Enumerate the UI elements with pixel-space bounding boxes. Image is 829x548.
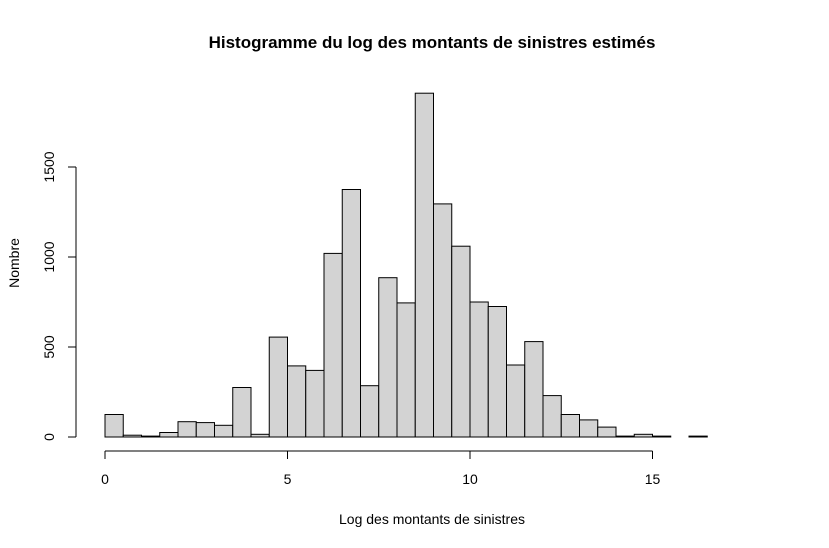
histogram-bar	[104, 414, 124, 438]
x-axis: 0 5 10 15	[101, 450, 661, 487]
y-axis-label: Nombre	[6, 238, 22, 288]
histogram-bar	[469, 301, 489, 438]
histogram-bar	[195, 422, 215, 438]
histogram-bar	[451, 245, 471, 438]
x-axis-label: Log des montants de sinistres	[339, 511, 525, 527]
histogram-bar	[378, 277, 398, 438]
histogram-bar	[214, 424, 234, 438]
histogram-bar	[360, 385, 380, 438]
histogram-bar	[688, 435, 708, 438]
histogram-bar	[414, 92, 434, 438]
histogram-bar	[250, 433, 270, 438]
histogram-bar	[506, 364, 526, 438]
histogram-bar	[615, 435, 635, 438]
histogram-bar	[341, 189, 361, 438]
histogram-bars	[104, 92, 708, 438]
histogram-bar	[323, 252, 343, 438]
histogram-bar	[524, 341, 544, 438]
histogram-bar	[652, 435, 672, 438]
histogram-bar	[305, 369, 325, 438]
histogram-bar	[487, 306, 507, 438]
x-tick-label: 15	[645, 471, 661, 487]
histogram-bar	[579, 419, 599, 438]
histogram-bar	[542, 395, 562, 438]
histogram-bar	[159, 432, 179, 438]
histogram-bar	[633, 433, 653, 438]
histogram-bar	[122, 434, 142, 438]
y-tick-label: 1500	[41, 151, 57, 182]
histogram-bar	[232, 387, 252, 438]
histogram-bar	[268, 336, 288, 438]
histogram-bar	[597, 426, 617, 438]
histogram-bar	[141, 435, 161, 438]
x-tick-label: 10	[462, 471, 478, 487]
histogram-bar	[177, 421, 197, 438]
histogram-bar	[287, 365, 307, 438]
y-tick-label: 1000	[41, 241, 57, 272]
x-tick-label: 0	[101, 471, 109, 487]
histogram-bar	[396, 302, 416, 438]
histogram-bar	[560, 414, 580, 438]
y-axis: 0 500 1000 1500	[41, 151, 77, 441]
x-tick-label: 5	[284, 471, 292, 487]
y-tick-label: 500	[41, 335, 57, 359]
chart-title: Histogramme du log des montants de sinis…	[209, 33, 656, 52]
histogram-bar	[433, 203, 453, 438]
y-tick-label: 0	[41, 433, 57, 441]
